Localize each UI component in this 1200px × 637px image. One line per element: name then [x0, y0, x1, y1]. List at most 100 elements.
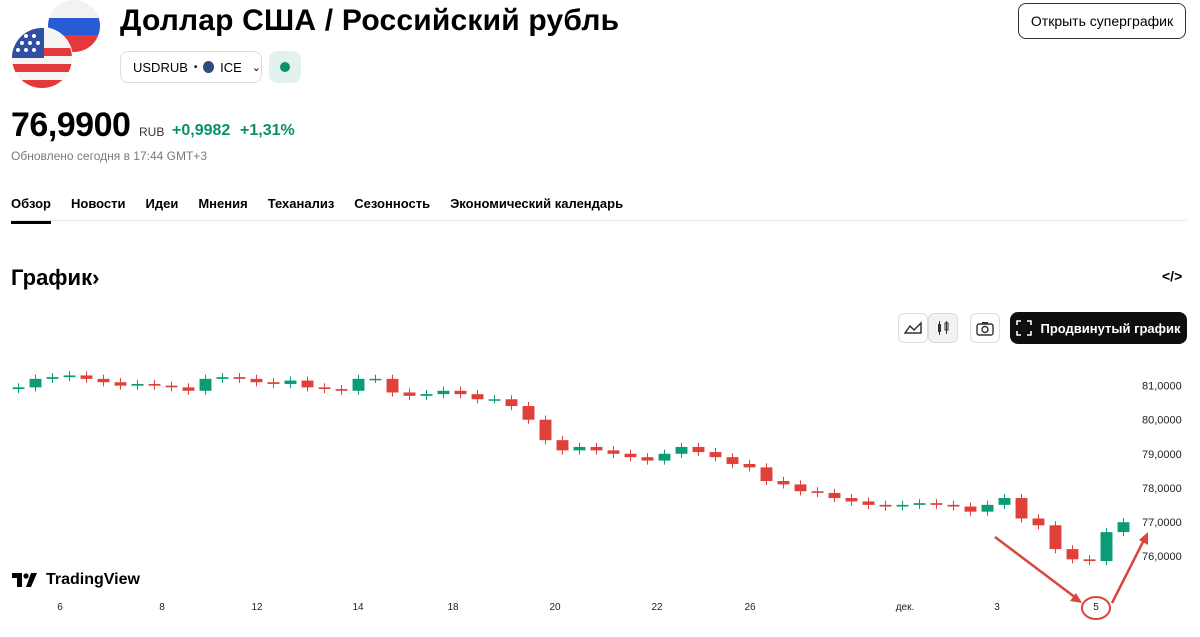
candle-body: [182, 387, 195, 391]
candle-body: [726, 457, 739, 464]
candle-body: [420, 394, 433, 396]
tab-news[interactable]: Новости: [71, 196, 126, 211]
candle-body: [335, 389, 348, 391]
annotation-arrowhead-right: [1139, 532, 1148, 545]
tabs-divider: [11, 220, 1187, 221]
candle-body: [658, 453, 671, 461]
candles-chart-button[interactable]: [928, 313, 958, 343]
x-tick-label: дек.: [896, 602, 915, 613]
chevron-down-icon: ⌄: [251, 61, 261, 74]
candle-body: [522, 406, 535, 420]
candle-body: [437, 390, 450, 395]
market-open-icon: [280, 62, 290, 72]
candle-body: [1100, 532, 1113, 562]
y-tick-label: 77,0000: [1142, 517, 1182, 529]
exchange-icon: [203, 61, 215, 73]
candle-body: [471, 394, 484, 400]
tab-technicals[interactable]: Теханализ: [267, 196, 335, 211]
candle-body: [692, 446, 705, 453]
tab-overview[interactable]: Обзор: [11, 196, 51, 224]
candle-body: [267, 382, 280, 384]
market-status-badge[interactable]: [269, 51, 301, 83]
candle-body: [284, 380, 297, 384]
annotation-arrowhead-left: [1070, 593, 1082, 603]
candle-body: [29, 378, 42, 388]
candle-body: [590, 446, 603, 451]
candle-body: [454, 390, 467, 395]
y-tick-label: 79,0000: [1142, 449, 1182, 461]
candle-body: [301, 380, 314, 388]
y-tick-label: 80,0000: [1142, 415, 1182, 427]
area-chart-button[interactable]: [898, 313, 928, 343]
candle-body: [97, 378, 110, 383]
chevron-right-icon: ›: [92, 265, 100, 290]
candle-body: [811, 491, 824, 493]
price-chart[interactable]: 81,0000 80,0000 79,0000 78,0000 77,0000 76,00…: [0, 355, 1200, 637]
candle-body: [947, 504, 960, 507]
candle-body: [1083, 559, 1096, 562]
open-super-chart-button[interactable]: Открыть суперграфик: [1018, 3, 1186, 39]
candle-body: [675, 446, 688, 454]
x-tick-label: 22: [651, 602, 663, 613]
candle-body: [930, 503, 943, 505]
candle-body: [913, 503, 926, 505]
symbol-tabs: Обзор Новости Идеи Мнения Теханализ Сезо…: [11, 196, 643, 224]
y-tick-label: 78,0000: [1142, 483, 1182, 495]
price-change: +0,9982: [172, 122, 231, 139]
candle-body: [488, 399, 501, 401]
candle-body: [318, 387, 331, 390]
candle-body: [964, 506, 977, 512]
tab-ideas[interactable]: Идеи: [145, 196, 179, 211]
chart-section-title[interactable]: График›: [11, 265, 99, 291]
code-icon[interactable]: </>: [1162, 268, 1183, 284]
x-tick-label: 20: [549, 602, 561, 613]
separator-dot: •: [193, 61, 198, 73]
candle-body: [233, 377, 246, 379]
candle-body: [709, 452, 722, 458]
candle-body: [505, 399, 518, 407]
tradingview-logo-icon: [12, 573, 37, 587]
symbol-selector[interactable]: USDRUB • ICE ⌄: [120, 51, 262, 83]
candle-body: [63, 375, 76, 378]
x-tick-label: 3: [994, 602, 1000, 613]
candle-body: [216, 377, 229, 379]
candle-body: [80, 375, 93, 379]
advanced-chart-label: Продвинутый график: [1040, 320, 1181, 336]
annotation-arrow-right: [1110, 535, 1148, 604]
price-currency: RUB: [139, 125, 165, 139]
y-tick-label: 81,0000: [1142, 381, 1182, 393]
candles-icon: [938, 321, 949, 335]
tab-seasonality[interactable]: Сезонность: [354, 196, 431, 211]
x-tick-label: 12: [251, 602, 263, 613]
x-tick-label: 8: [159, 602, 165, 613]
candle-body: [1066, 549, 1079, 560]
exchange-label: ICE: [220, 59, 242, 75]
candle-body: [998, 498, 1011, 505]
candle-body: [148, 383, 161, 386]
advanced-chart-button[interactable]: Продвинутый график: [1010, 312, 1187, 344]
candle-body: [114, 382, 127, 386]
candle-body: [760, 467, 773, 482]
candle-body: [607, 450, 620, 454]
candle-body: [641, 457, 654, 461]
screenshot-button[interactable]: [970, 313, 1000, 343]
candle-body: [46, 377, 59, 379]
tab-economic-calendar[interactable]: Экономический календарь: [450, 196, 624, 211]
x-tick-label: 14: [352, 602, 364, 613]
candle-body: [352, 378, 365, 391]
candle-body: [845, 498, 858, 502]
candle-body: [1032, 518, 1045, 526]
tab-opinions[interactable]: Мнения: [198, 196, 248, 211]
candle-body: [250, 378, 263, 383]
last-price: 76,9900: [11, 106, 131, 144]
candle-body: [624, 453, 637, 458]
price-change-percent: +1,31%: [240, 122, 295, 139]
candle-body: [743, 463, 756, 468]
candle-body: [573, 446, 586, 451]
x-tick-label: 18: [447, 602, 459, 613]
candle-body: [896, 504, 909, 507]
candle-body: [369, 378, 382, 381]
tradingview-logo[interactable]: TradingView: [12, 571, 140, 589]
candle-body: [777, 481, 790, 485]
candle-body: [403, 392, 416, 396]
